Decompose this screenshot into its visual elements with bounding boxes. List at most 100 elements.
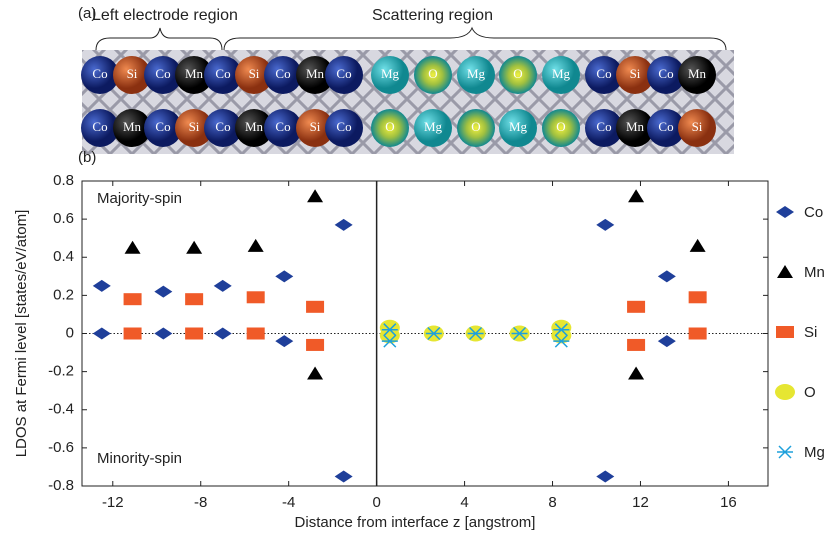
legend-marker bbox=[776, 206, 794, 218]
point bbox=[186, 241, 202, 254]
point bbox=[689, 328, 707, 340]
atom-label: Mn bbox=[245, 119, 264, 134]
legend-marker bbox=[775, 384, 795, 400]
atom: O bbox=[499, 56, 537, 94]
point bbox=[307, 189, 323, 202]
y-tick-label: 0.8 bbox=[53, 172, 74, 189]
annotation: Minority-spin bbox=[97, 450, 182, 467]
point bbox=[185, 293, 203, 305]
point bbox=[628, 189, 644, 202]
point bbox=[185, 328, 203, 340]
point bbox=[154, 328, 172, 340]
atom-label: Mg bbox=[509, 119, 528, 134]
point bbox=[93, 328, 111, 340]
x-tick-label: -12 bbox=[102, 494, 124, 511]
point bbox=[596, 470, 614, 482]
atom-label: Si bbox=[249, 66, 260, 81]
point bbox=[307, 367, 323, 380]
point bbox=[689, 291, 707, 303]
atom-label: Co bbox=[215, 66, 230, 81]
atom-label: Si bbox=[310, 119, 321, 134]
atom-label: Co bbox=[275, 119, 290, 134]
point bbox=[154, 286, 172, 298]
point bbox=[125, 241, 141, 254]
atom: Mg bbox=[414, 109, 452, 147]
atom-label: Co bbox=[596, 66, 611, 81]
x-tick-label: 0 bbox=[372, 494, 380, 511]
atom-label: Co bbox=[92, 119, 107, 134]
atom: Mg bbox=[371, 56, 409, 94]
point bbox=[214, 280, 232, 292]
legend-marker bbox=[776, 326, 794, 338]
y-tick-label: 0 bbox=[66, 324, 74, 341]
atom-label: Si bbox=[692, 119, 703, 134]
atom-label: Co bbox=[596, 119, 611, 134]
y-tick-label: 0.2 bbox=[53, 286, 74, 303]
atom: O bbox=[414, 56, 452, 94]
atom: Mg bbox=[457, 56, 495, 94]
y-tick-label: -0.4 bbox=[48, 401, 74, 418]
point bbox=[690, 239, 706, 252]
x-axis-label: Distance from interface z [angstrom] bbox=[295, 514, 536, 531]
point bbox=[335, 219, 353, 231]
point bbox=[93, 280, 111, 292]
x-tick-label: -8 bbox=[194, 494, 207, 511]
region-label: Left electrode region bbox=[92, 7, 238, 24]
atom-label: Mg bbox=[424, 119, 443, 134]
chart: (b) -0.8 -0.6 -0.4 -0.2 0 0.2 0.4 0.6 0.8 -12 -8 -4 0… bbox=[13, 149, 825, 531]
atom-label: Mn bbox=[306, 66, 325, 81]
x-tick-label: 4 bbox=[460, 494, 468, 511]
point bbox=[275, 335, 293, 347]
atom-label: Si bbox=[127, 66, 138, 81]
atom-label: O bbox=[513, 66, 522, 81]
atom: Mg bbox=[542, 56, 580, 94]
legend-label: O bbox=[804, 384, 816, 401]
legend-label: Si bbox=[804, 324, 817, 341]
atom-label: Mg bbox=[381, 66, 400, 81]
atom-label: Mn bbox=[626, 119, 645, 134]
legend-marker bbox=[777, 446, 793, 458]
atom-label: O bbox=[385, 119, 394, 134]
point bbox=[124, 293, 142, 305]
x-tick-label: 8 bbox=[548, 494, 556, 511]
point bbox=[658, 270, 676, 282]
region-label: Scattering region bbox=[372, 7, 493, 24]
y-tick-label: -0.8 bbox=[48, 477, 74, 494]
atom-label: Mg bbox=[467, 66, 486, 81]
atom-label: Si bbox=[189, 119, 200, 134]
y-axis-label: LDOS at Fermi level [states/eV/atom] bbox=[13, 210, 30, 458]
atom-label: O bbox=[471, 119, 480, 134]
atom-label: Mn bbox=[688, 66, 707, 81]
atom-label: O bbox=[428, 66, 437, 81]
atom: Si bbox=[678, 109, 716, 147]
y-tick-label: -0.6 bbox=[48, 439, 74, 456]
y-tick-label: 0.4 bbox=[53, 248, 74, 265]
atom-label: Co bbox=[215, 119, 230, 134]
legend-label: Mn bbox=[804, 264, 825, 281]
atom-label: Mg bbox=[552, 66, 571, 81]
bracket bbox=[96, 28, 222, 50]
x-tick-label: -4 bbox=[282, 494, 295, 511]
atom-label: Co bbox=[92, 66, 107, 81]
point bbox=[628, 367, 644, 380]
atom-label: Co bbox=[155, 66, 170, 81]
y-tick-label: 0.6 bbox=[53, 210, 74, 227]
atom-label: Mn bbox=[185, 66, 204, 81]
y-tick-label: -0.2 bbox=[48, 363, 74, 380]
point bbox=[247, 291, 265, 303]
atom-label: Co bbox=[658, 119, 673, 134]
atom-label: O bbox=[556, 119, 565, 134]
atom: Mg bbox=[499, 109, 537, 147]
annotation: Majority-spin bbox=[97, 190, 182, 207]
point bbox=[627, 339, 645, 351]
point bbox=[627, 301, 645, 313]
point bbox=[248, 239, 264, 252]
x-tick-label: 12 bbox=[632, 494, 649, 511]
legend-label: Co bbox=[804, 204, 823, 221]
atom-label: Co bbox=[336, 119, 351, 134]
panel-label: (b) bbox=[78, 149, 96, 166]
point bbox=[306, 301, 324, 313]
point bbox=[247, 328, 265, 340]
atom: Mn bbox=[678, 56, 716, 94]
atom: Co bbox=[325, 109, 363, 147]
